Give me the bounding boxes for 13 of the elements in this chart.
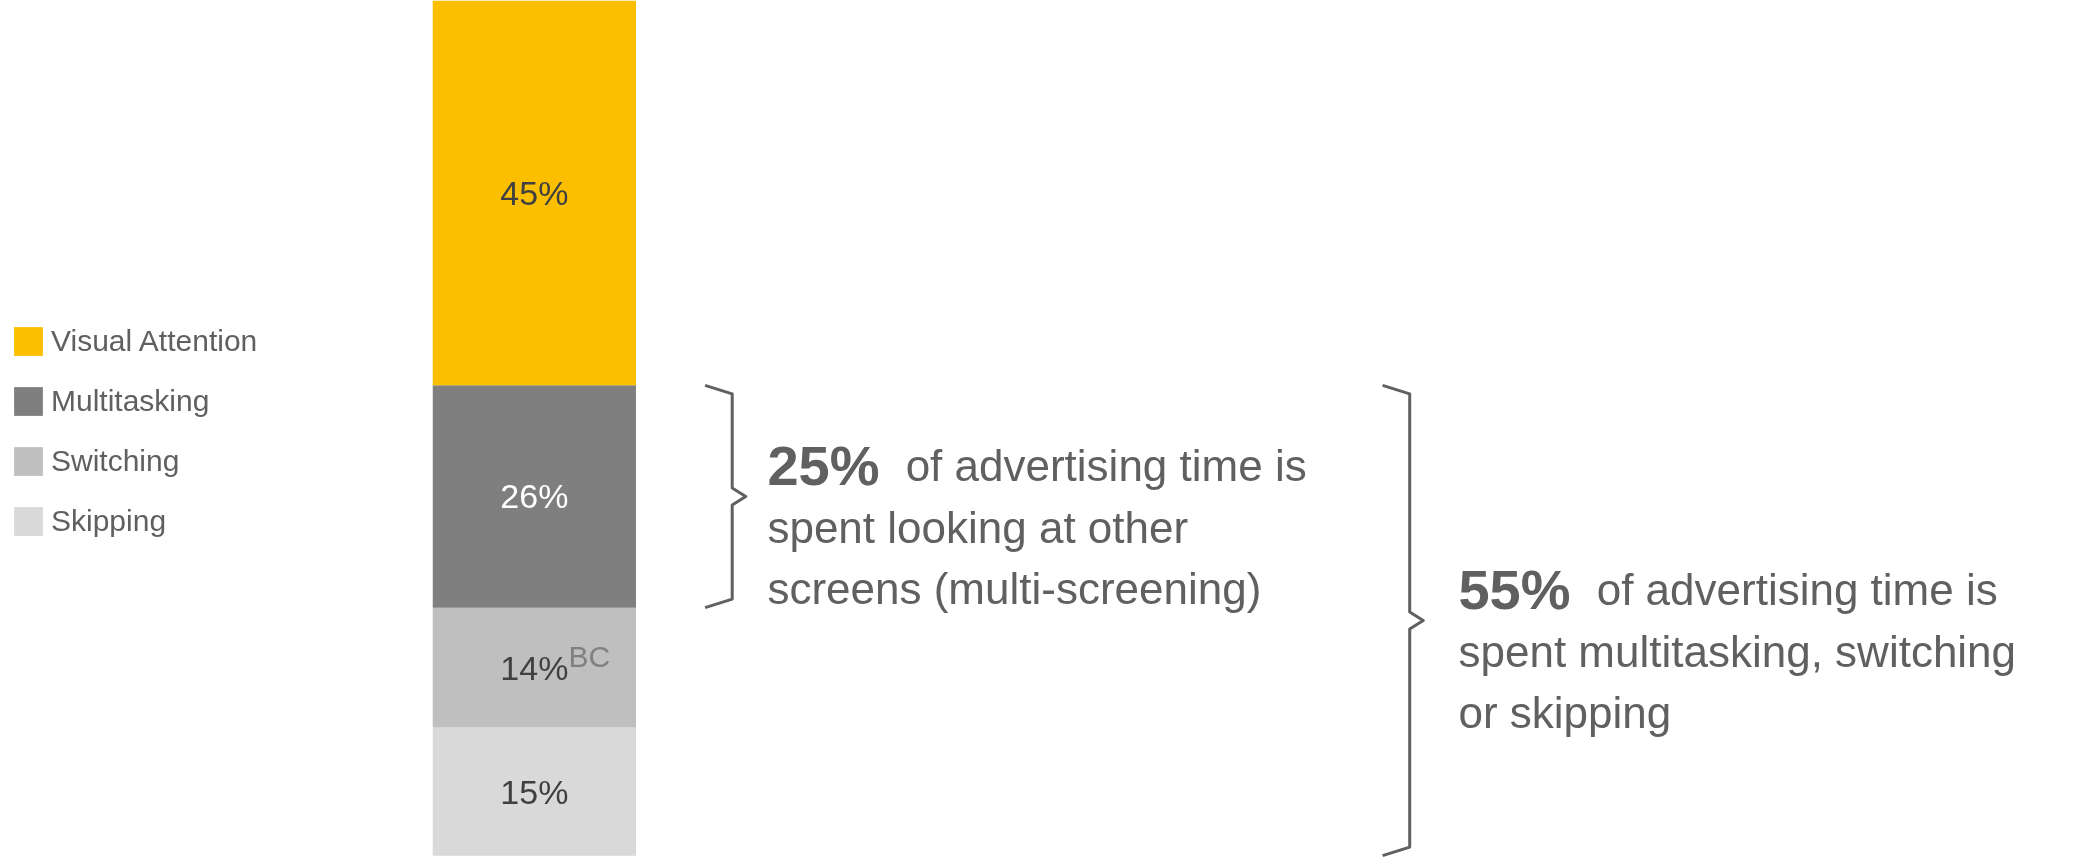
text: 55% of advertising time is spent multitasking, switching or skipping xyxy=(1458,558,2017,738)
legend-label: Multitasking xyxy=(51,384,210,418)
bar xyxy=(432,607,636,728)
bar xyxy=(432,727,636,856)
data-label: 26% xyxy=(500,477,569,516)
legend-label: Visual Attention xyxy=(51,324,258,358)
bar xyxy=(432,0,636,386)
data-label: 15% xyxy=(500,772,569,811)
bar xyxy=(432,385,636,608)
legend-label: Skipping xyxy=(51,504,167,538)
legend-label: Switching xyxy=(51,444,180,478)
text: 25% of advertising time is spent looking at other screens (multi-screening) xyxy=(767,434,1307,614)
data-label: 45% xyxy=(500,173,569,212)
